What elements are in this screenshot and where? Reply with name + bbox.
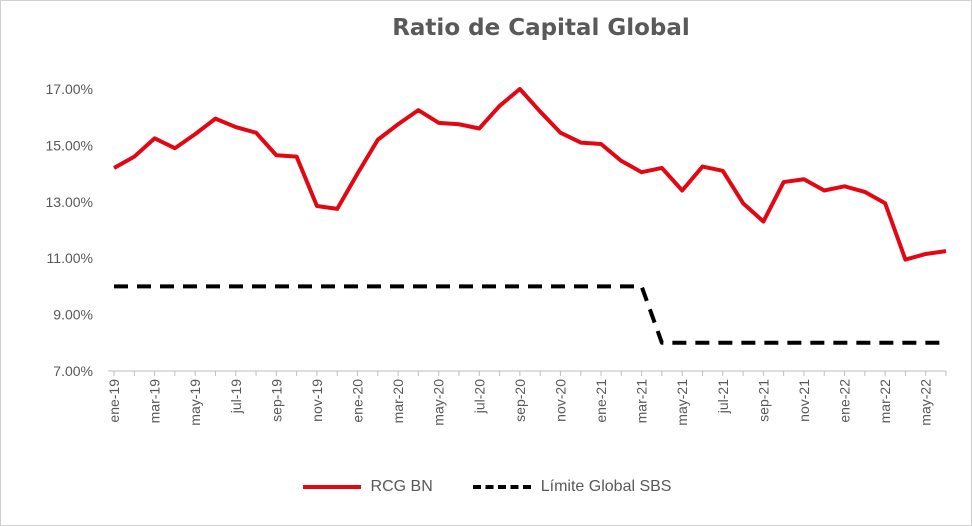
x-tick-label: mar-20 — [390, 379, 406, 424]
legend-item-limite-global: Límite Global SBS — [472, 478, 672, 496]
x-tick-label: ene-21 — [593, 379, 609, 423]
y-tick-label: 11.00% — [47, 250, 93, 266]
legend: RCG BN Límite Global SBS — [1, 478, 972, 496]
y-tick-label: 7.00% — [53, 363, 93, 379]
x-tick-label: nov-19 — [309, 379, 325, 422]
x-tick-label: may-22 — [918, 379, 934, 426]
x-tick-label: mar-21 — [634, 379, 650, 424]
x-tick-label: ene-22 — [837, 379, 853, 423]
x-tick-label: jul-21 — [715, 379, 731, 414]
x-tick-label: sep-21 — [755, 379, 771, 422]
x-tick-label: jul-20 — [471, 379, 487, 414]
series-line-rcg-bn — [113, 87, 947, 262]
x-tick-label: mar-19 — [147, 379, 163, 424]
legend-label-rcg-bn: RCG BN — [370, 478, 433, 495]
x-tick-label: sep-19 — [268, 379, 284, 422]
legend-label-limite-global: Límite Global SBS — [540, 478, 672, 495]
x-tick-label: mar-22 — [877, 379, 893, 424]
x-tick-label: may-20 — [431, 379, 447, 426]
x-tick-label: may-19 — [187, 379, 203, 426]
plot-area: 7.00% 9.00% 11.00% 13.00% 15.00% 17.00% ene-1… — [46, 81, 947, 426]
x-tick-label: nov-21 — [796, 379, 812, 422]
y-tick-label: 13.00% — [46, 194, 93, 210]
chart-title: Ratio de Capital Global — [392, 15, 690, 41]
x-tick-label: jul-19 — [228, 379, 244, 414]
y-tick-label: 17.00% — [46, 81, 93, 97]
x-tick-label: ene-20 — [350, 379, 366, 423]
x-tick-label: may-21 — [674, 379, 690, 426]
x-tick-label: ene-19 — [106, 379, 122, 423]
legend-item-rcg-bn: RCG BN — [302, 478, 433, 496]
legend-swatch-rcg-bn — [302, 485, 361, 489]
x-tick-label: nov-20 — [552, 379, 568, 422]
legend-swatch-limite-global — [472, 485, 531, 489]
y-tick-label: 9.00% — [53, 307, 93, 323]
x-tick-label: sep-20 — [512, 379, 528, 422]
y-tick-label: 15.00% — [46, 137, 93, 153]
series-line-limite-global — [114, 284, 946, 345]
